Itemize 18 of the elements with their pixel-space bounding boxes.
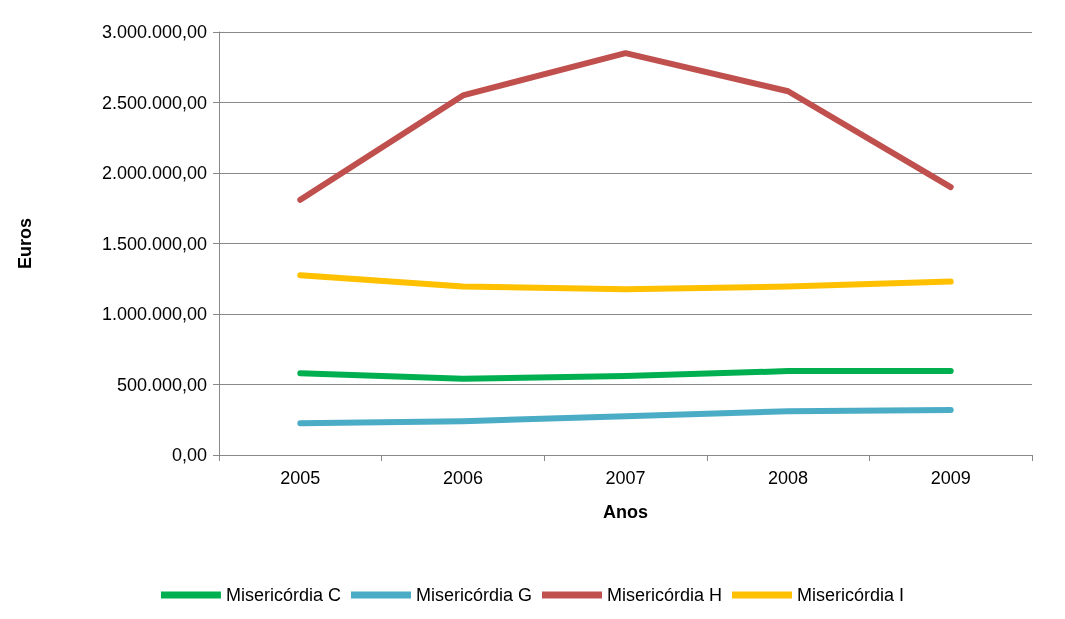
legend-label: Misericórdia I [797, 585, 905, 605]
y-tick-label: 500.000,00 [116, 374, 207, 395]
y-tick-label: 0,00 [171, 445, 207, 465]
legend-label: Misericórdia G [415, 585, 533, 605]
legend-label: Misericórdia C [225, 585, 341, 605]
y-tick-label: 2.500.000,00 [101, 92, 207, 113]
x-tick-label: 2008 [768, 468, 809, 488]
y-tick-label: 1.500.000,00 [101, 233, 207, 254]
y-tick-label: 3.000.000,00 [101, 22, 207, 42]
x-tick-label: 2006 [442, 468, 483, 488]
y-tick-label: 1.000.000,00 [101, 304, 207, 324]
y-axis-title: Euros [15, 217, 35, 270]
x-tick-label: 2005 [280, 468, 321, 488]
x-tick-label: 2009 [930, 468, 971, 488]
x-axis-title: Anos [603, 502, 648, 522]
legend-label: Misericórdia H [607, 585, 723, 605]
y-tick-label: 2.000.000,00 [101, 163, 207, 183]
x-tick-label: 2007 [605, 468, 646, 488]
